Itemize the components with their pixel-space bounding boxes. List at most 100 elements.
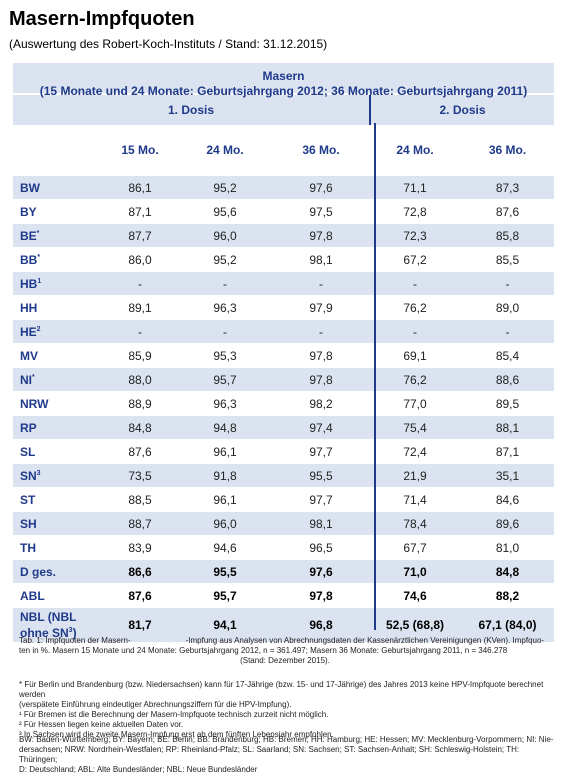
page-subtitle: (Auswertung des Robert-Koch-Instituts / … <box>9 37 328 51</box>
table-cell: 52,5 (68,8) <box>385 618 445 632</box>
row-label: RP <box>20 420 37 435</box>
row-label: D ges. <box>20 564 57 579</box>
table-cell: 98,2 <box>309 396 333 411</box>
dose-divider <box>374 123 376 630</box>
table-cell: 91,8 <box>213 468 237 483</box>
table-row: HE2 - - - - - <box>13 319 554 343</box>
table-cell: 88,6 <box>495 372 520 387</box>
table-cell: 88,5 <box>128 492 152 507</box>
table-cell: 84,8 <box>128 420 152 435</box>
table-cell: 86,0 <box>128 252 152 267</box>
table-cell: 97,7 <box>309 444 333 459</box>
row-label: ABL <box>20 588 45 603</box>
table-cell: 86,1 <box>128 180 152 195</box>
table-cell: 87,6 <box>128 444 152 459</box>
group-dose-2: 2. Dosis <box>369 95 554 125</box>
row-label: NRW <box>20 396 49 411</box>
table-cell: 96,3 <box>213 300 237 315</box>
table-cell: 81,7 <box>128 618 152 632</box>
table-cell: - <box>505 276 510 291</box>
table-cell: 76,2 <box>403 300 427 315</box>
table-cell: - <box>138 324 142 339</box>
table-cell: 87,1 <box>495 444 520 459</box>
row-label: BW <box>20 180 40 195</box>
table-cell: 97,4 <box>309 420 333 435</box>
table-row: HB1 - - - - - <box>13 271 554 295</box>
row-label: BE* <box>20 228 40 243</box>
table-cell: - <box>223 276 227 291</box>
table-cell: 77,0 <box>403 396 427 411</box>
col-header: 36 Mo. <box>488 143 527 157</box>
table-row: D ges. 86,6 95,5 97,6 71,0 84,8 <box>13 559 554 583</box>
row-label: TH <box>20 540 36 555</box>
table-row: SH 88,7 96,0 98,1 78,4 89,6 <box>13 511 554 535</box>
table-cell: 97,7 <box>309 492 333 507</box>
table-cell: 71,4 <box>403 492 427 507</box>
col-header: 24 Mo. <box>206 143 244 157</box>
table-row: NRW 88,9 96,3 98,2 77,0 89,5 <box>13 391 554 415</box>
header-line-2: (15 Monate und 24 Monate: Geburtsjahrgan… <box>39 84 528 98</box>
table-cell: - <box>138 276 142 291</box>
table-cell: 94,1 <box>213 618 237 632</box>
table-cell: 97,5 <box>309 204 333 219</box>
col-header: 36 Mo. <box>302 143 340 157</box>
table-cell: 87,6 <box>495 204 520 219</box>
table-cell: 21,9 <box>403 468 427 483</box>
table-cell: 73,5 <box>128 468 152 483</box>
table-row: SL 87,6 96,1 97,7 72,4 87,1 <box>13 439 554 463</box>
table-cell: 95,7 <box>213 372 237 387</box>
table-cell: - <box>319 324 323 339</box>
table-row: HH 89,1 96,3 97,9 76,2 89,0 <box>13 295 554 319</box>
table-cell: 88,0 <box>128 372 152 387</box>
table-cell: 96,0 <box>213 228 237 243</box>
table-row: SN3 73,5 91,8 95,5 21,9 35,1 <box>13 463 554 487</box>
table-row: NI* 88,0 95,7 97,8 76,2 88,6 <box>13 367 554 391</box>
table-cell: 89,0 <box>495 300 520 315</box>
table-row: BB* 86,0 95,2 98,1 67,2 85,5 <box>13 247 554 271</box>
table-cell: 67,7 <box>403 540 427 555</box>
table-row: ABL 87,6 95,7 97,8 74,6 88,2 <box>13 583 554 607</box>
table-cell: 88,2 <box>495 588 520 603</box>
table-cell: 85,5 <box>495 252 520 267</box>
row-label: SL <box>20 444 36 459</box>
row-label: ST <box>20 492 36 507</box>
row-label: BY <box>20 204 37 219</box>
table-cell: 94,8 <box>213 420 237 435</box>
table-cell: 71,1 <box>403 180 427 195</box>
table-row: BE* 87,7 96,0 97,8 72,3 85,8 <box>13 223 554 247</box>
table-cell: 71,0 <box>403 564 427 579</box>
column-header-row: 15 Mo. 24 Mo. 36 Mo. 24 Mo. 36 Mo. <box>13 125 554 175</box>
table-row: BW 86,1 95,2 97,6 71,1 87,3 <box>13 175 554 199</box>
page-title: Masern-Impfquoten <box>9 8 195 30</box>
table-cell: 98,1 <box>309 252 333 267</box>
table-cell: 72,4 <box>403 444 427 459</box>
table-cell: 96,8 <box>309 618 333 632</box>
table-cell: - <box>319 276 323 291</box>
table-cell: 85,4 <box>495 348 520 363</box>
table-cell: 89,6 <box>495 516 520 531</box>
table-cell: 74,6 <box>403 588 427 603</box>
row-label: SH <box>20 516 37 531</box>
table-cell: 75,4 <box>403 420 427 435</box>
table-cell: 84,8 <box>495 564 520 579</box>
table-cell: 72,8 <box>403 204 427 219</box>
table-cell: 85,9 <box>128 348 152 363</box>
table-cell: 96,3 <box>213 396 237 411</box>
table-caption: Tab. 1: Impfquoten der Masern- -Impfung a… <box>19 636 545 665</box>
table-cell: 88,1 <box>495 420 520 435</box>
table-cell: 35,1 <box>495 468 520 483</box>
table-cell: 81,0 <box>495 540 520 555</box>
table-cell: 87,6 <box>128 588 152 603</box>
row-label: SN3 <box>20 468 41 483</box>
table-cell: 95,6 <box>213 204 237 219</box>
row-label: HE2 <box>20 324 41 339</box>
table-cell: - <box>413 324 417 339</box>
table-cell: 97,6 <box>309 564 333 579</box>
table-row: BY 87,1 95,6 97,5 72,8 87,6 <box>13 199 554 223</box>
row-label: HB1 <box>20 276 42 291</box>
table-cell: 95,3 <box>213 348 237 363</box>
table-cell: 97,8 <box>309 588 333 603</box>
table-header: Masern (15 Monate und 24 Monate: Geburts… <box>13 63 554 98</box>
table-cell: - <box>223 324 227 339</box>
table-cell: 86,6 <box>128 564 152 579</box>
